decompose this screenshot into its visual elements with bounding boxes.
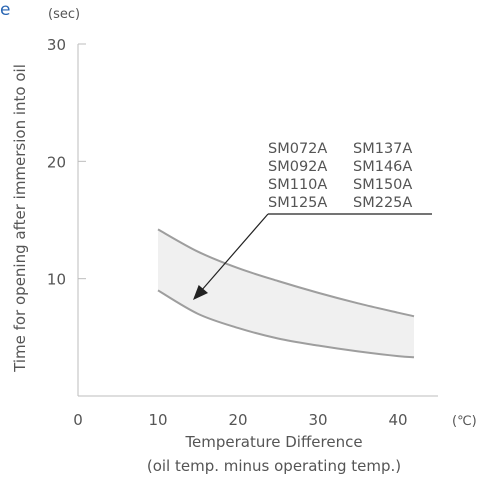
x-tick-label: 10 — [148, 411, 167, 429]
leader-arrowhead — [193, 285, 208, 300]
x-unit-label: (℃) — [452, 414, 477, 429]
band-upper-line — [157, 228, 415, 318]
x-ticks: 0 10 20 30 40 — [73, 411, 407, 429]
model-label: SM137A — [353, 141, 412, 157]
model-label: SM072A — [268, 141, 327, 157]
model-labels: SM072A SM137A SM092A SM146A SM110A SM150… — [268, 141, 412, 211]
y-axis-title: Time for opening after immersion into oi… — [11, 64, 29, 373]
x-tick-label: 20 — [228, 411, 247, 429]
corner-label: e — [0, 0, 10, 20]
model-label: SM125A — [268, 195, 327, 211]
x-axis-subtitle: (oil temp. minus operating temp.) — [147, 457, 401, 475]
x-tick-label: 40 — [388, 411, 407, 429]
x-tick-label: 30 — [308, 411, 327, 429]
model-label: SM146A — [353, 159, 412, 175]
model-label: SM110A — [268, 177, 327, 193]
y-tick-label: 30 — [47, 36, 66, 54]
callout-leader — [193, 213, 432, 300]
leader-diagonal-line — [200, 213, 269, 292]
band-lower-line — [157, 289, 415, 359]
model-label: SM150A — [353, 177, 412, 193]
y-tick-label: 20 — [47, 153, 66, 171]
x-axis-title: Temperature Difference — [184, 433, 362, 451]
y-tick-label: 10 — [47, 271, 66, 289]
y-ticks: 10 20 30 — [47, 36, 86, 289]
band-group — [157, 228, 415, 359]
model-label: SM225A — [353, 195, 412, 211]
x-tick-label: 0 — [73, 411, 83, 429]
band-area — [158, 229, 414, 358]
model-label: SM092A — [268, 159, 327, 175]
y-unit-label: (sec) — [48, 7, 80, 22]
